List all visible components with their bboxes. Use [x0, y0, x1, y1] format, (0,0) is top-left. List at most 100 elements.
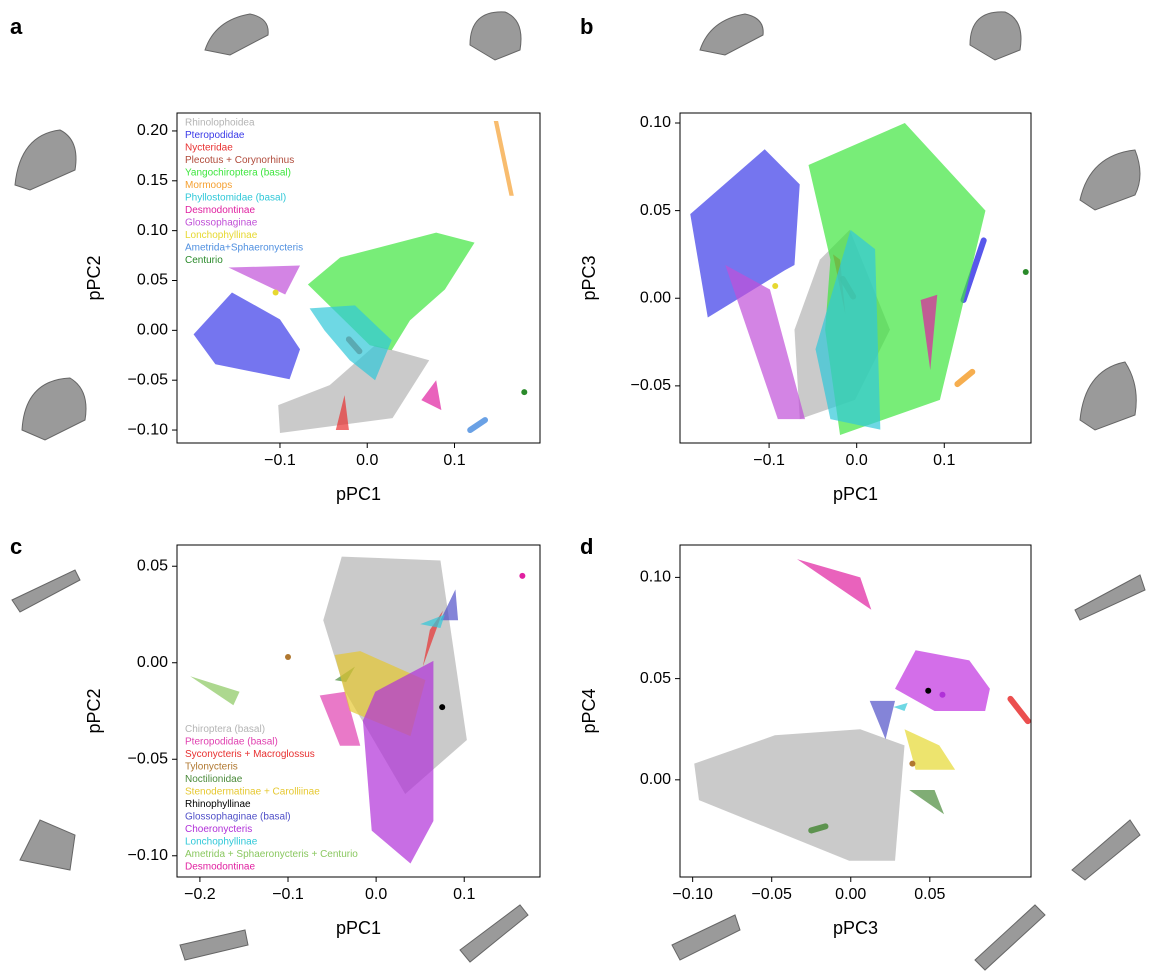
legend-entry: Desmodontinae	[185, 862, 255, 873]
x-tick-label: −0.1	[264, 452, 296, 469]
hull	[893, 702, 908, 711]
hull	[815, 229, 881, 430]
x-tick-label: 0.1	[453, 886, 475, 903]
plot-area	[690, 122, 1029, 435]
legend-entry: Glossophaginae	[185, 218, 258, 229]
hull	[421, 380, 442, 411]
point	[285, 653, 292, 660]
point	[909, 760, 916, 767]
y-tick-label: −0.05	[128, 371, 169, 388]
jaw-icon	[179, 929, 249, 961]
y-tick-label: 0.05	[137, 557, 168, 574]
x-tick-label: 0.0	[846, 452, 868, 469]
legend-entry: Syconycteris + Macroglossus	[185, 749, 315, 760]
x-tick-label: −0.10	[672, 886, 713, 903]
point	[1022, 268, 1029, 275]
hull	[335, 395, 349, 431]
x-tick-label: 0.0	[365, 886, 387, 903]
legend-entry: Yangochiroptera (basal)	[185, 168, 291, 179]
skull-icon	[1079, 149, 1141, 211]
legend-entry: Nycteridae	[185, 143, 233, 154]
ellipse-mark	[1007, 695, 1031, 725]
legend-entry: Lonchophyllinae	[185, 837, 258, 848]
legend-entry: Stenodermatinae + Carolliinae	[185, 787, 320, 798]
hull	[904, 729, 956, 770]
legend-entry: Pteropodidae	[185, 130, 245, 141]
panel-label: a	[10, 14, 23, 39]
x-axis-label: pPC3	[833, 918, 878, 938]
jaw-icon	[19, 819, 76, 871]
point	[439, 704, 446, 711]
y-tick-label: 0.05	[640, 670, 671, 687]
legend-entry: Plecotus + Corynorhinus	[185, 155, 294, 166]
y-tick-label: 0.20	[137, 122, 168, 139]
hull	[422, 610, 444, 667]
ellipse-mark	[954, 368, 976, 388]
hull	[797, 559, 872, 610]
skull-icon	[14, 129, 77, 191]
legend-entry: Lonchophyllinae	[185, 230, 258, 241]
legend-entry: Glossophaginae (basal)	[185, 812, 291, 823]
hull	[920, 294, 938, 371]
hull	[440, 589, 459, 621]
hull	[190, 676, 240, 706]
point	[925, 687, 932, 694]
x-tick-label: −0.2	[184, 886, 216, 903]
legend-entry: Pteropodidae (basal)	[185, 737, 278, 748]
y-axis-label: pPC2	[84, 255, 104, 300]
y-tick-label: 0.10	[640, 569, 671, 586]
axes-frame	[679, 112, 1032, 444]
skull-icon	[1079, 361, 1137, 431]
y-tick-label: 0.15	[137, 172, 168, 189]
point	[939, 691, 946, 698]
hull	[362, 660, 434, 864]
y-tick-label: −0.10	[128, 847, 169, 864]
y-tick-label: −0.10	[128, 421, 169, 438]
y-axis-label: pPC4	[579, 688, 599, 733]
panel-label: b	[580, 14, 593, 39]
jaw-icon	[1074, 574, 1146, 621]
y-axis-label: pPC3	[579, 255, 599, 300]
ellipse-mark	[960, 237, 987, 303]
y-tick-label: −0.05	[631, 377, 672, 394]
hull	[869, 700, 896, 740]
y-tick-label: 0.05	[137, 272, 168, 289]
hull	[420, 614, 445, 628]
x-tick-label: 0.1	[443, 452, 465, 469]
y-axis-label: pPC2	[84, 688, 104, 733]
jaw-icon	[459, 904, 529, 963]
jaw-icon	[671, 914, 741, 961]
legend-entry: Chiroptera (basal)	[185, 724, 265, 735]
skull-icon	[469, 11, 522, 61]
hull	[690, 149, 800, 318]
legend-entry: Tylonycteris	[185, 762, 238, 773]
jaw-icon	[1071, 819, 1141, 881]
axes-frame	[679, 544, 1032, 878]
hull	[895, 650, 990, 711]
hull	[193, 292, 301, 380]
legend-entry: Rhinolophoidea	[185, 118, 255, 129]
legend-entry: Desmodontinae	[185, 205, 255, 216]
y-tick-label: 0.05	[640, 202, 671, 219]
x-tick-label: 0.05	[914, 886, 945, 903]
hull	[909, 789, 945, 815]
legend-entry: Choeronycteris	[185, 824, 252, 835]
skull-icon	[204, 13, 269, 56]
axes-frame	[176, 544, 541, 878]
x-axis-label: pPC1	[336, 484, 381, 504]
legend-entry: Mormoops	[185, 180, 232, 191]
y-tick-label: 0.10	[640, 114, 671, 131]
legend-entry: Noctilionidae	[185, 774, 243, 785]
y-tick-label: 0.00	[640, 289, 671, 306]
plot-area	[190, 556, 526, 864]
y-tick-label: −0.05	[128, 750, 169, 767]
x-axis-label: pPC1	[833, 484, 878, 504]
y-tick-label: 0.10	[137, 222, 168, 239]
legend-entry: Phyllostomidae (basal)	[185, 193, 286, 204]
y-tick-label: 0.00	[640, 771, 671, 788]
x-tick-label: −0.1	[272, 886, 304, 903]
x-tick-label: 0.00	[835, 886, 866, 903]
legend-entry: Rhinophyllinae	[185, 799, 251, 810]
hull	[694, 729, 905, 861]
